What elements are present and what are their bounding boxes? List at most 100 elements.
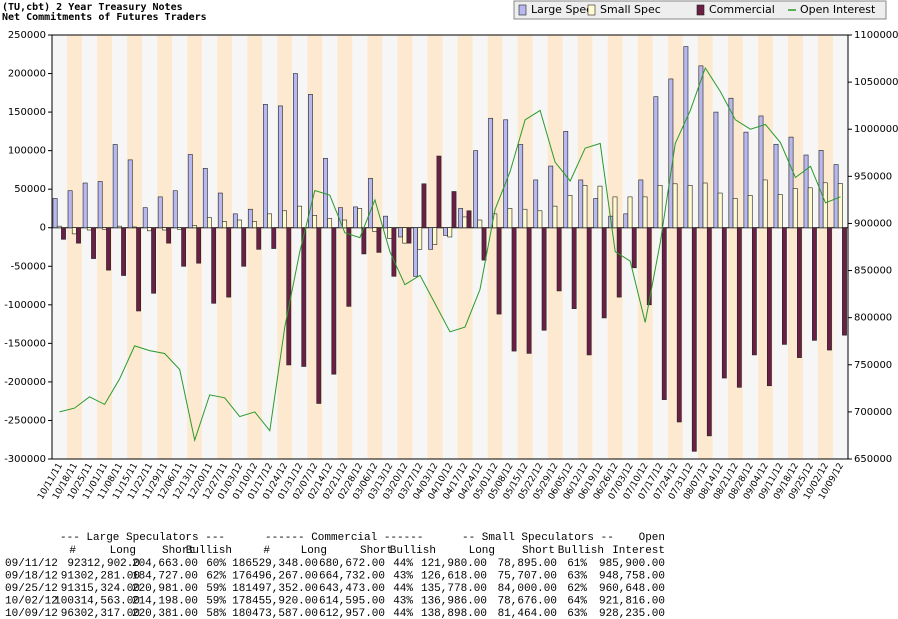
bar bbox=[101, 227, 107, 230]
bar bbox=[687, 185, 693, 229]
bar bbox=[86, 227, 92, 231]
bar bbox=[721, 227, 727, 379]
y2-tick-label: 1050000 bbox=[854, 77, 898, 88]
bar bbox=[503, 119, 509, 229]
band bbox=[637, 35, 653, 459]
bar bbox=[297, 205, 303, 229]
bar bbox=[447, 227, 453, 238]
legend-label: Small Spec bbox=[600, 3, 661, 16]
legend-item: Large Spec bbox=[518, 3, 592, 16]
bar bbox=[717, 192, 723, 229]
bar bbox=[812, 227, 817, 341]
legend-swatch bbox=[587, 4, 596, 16]
band bbox=[172, 35, 188, 459]
bar bbox=[398, 227, 403, 238]
bar bbox=[601, 227, 607, 319]
bar bbox=[342, 219, 348, 229]
bar bbox=[833, 164, 839, 229]
bar bbox=[202, 168, 208, 229]
bar bbox=[706, 227, 712, 437]
y2-tick-label: 1000000 bbox=[854, 124, 898, 135]
bar bbox=[331, 227, 337, 375]
band bbox=[427, 35, 443, 459]
bar bbox=[537, 210, 543, 229]
table-cell: 09/25/12 bbox=[5, 583, 58, 595]
y2-tick-label: 800000 bbox=[854, 313, 892, 324]
table-column: # bbox=[69, 545, 76, 557]
band bbox=[532, 35, 548, 459]
band bbox=[397, 35, 413, 459]
band bbox=[547, 35, 563, 459]
table-cell: 62% bbox=[567, 583, 587, 595]
bar bbox=[466, 210, 472, 229]
bar bbox=[702, 182, 708, 229]
table-cell: 985,900.00 bbox=[599, 558, 665, 570]
bar bbox=[61, 227, 66, 240]
bar bbox=[571, 227, 577, 309]
bar bbox=[698, 65, 704, 229]
plot-frame bbox=[51, 34, 849, 460]
bar bbox=[842, 227, 847, 336]
bar bbox=[458, 208, 464, 229]
table-cell: 612,957.00 bbox=[319, 608, 385, 619]
legend-item: Small Spec bbox=[587, 3, 661, 16]
bar bbox=[683, 46, 689, 229]
band bbox=[592, 35, 608, 459]
table-cell: 960,648.00 bbox=[599, 583, 665, 595]
bar bbox=[586, 227, 592, 356]
table-header: -- Small Speculators -- bbox=[462, 532, 614, 544]
bar bbox=[417, 227, 423, 250]
y-tick-label: 150000 bbox=[8, 107, 46, 118]
bar bbox=[402, 227, 408, 244]
band bbox=[337, 35, 353, 459]
bar bbox=[552, 205, 558, 229]
y-tick-label: -150000 bbox=[4, 338, 46, 349]
bar bbox=[668, 78, 674, 229]
legend-swatch bbox=[696, 4, 705, 16]
table-cell: 948,758.00 bbox=[599, 570, 665, 582]
table-cell: 59% bbox=[206, 583, 226, 595]
bar bbox=[172, 190, 178, 229]
table-cell: 58% bbox=[206, 608, 226, 619]
bar bbox=[387, 227, 393, 239]
bar bbox=[106, 227, 111, 271]
table-column: Long bbox=[301, 545, 327, 557]
y2-tick-label: 650000 bbox=[854, 454, 892, 465]
bar bbox=[187, 154, 193, 229]
table-cell: 43% bbox=[393, 595, 413, 607]
table-cell: 63% bbox=[567, 570, 587, 582]
table-cell: 181497,352.00 bbox=[232, 583, 318, 595]
band bbox=[202, 35, 218, 459]
bar bbox=[496, 227, 502, 315]
bar bbox=[518, 144, 524, 229]
table-cell: 121,980.00 bbox=[421, 558, 487, 570]
bar bbox=[151, 227, 157, 294]
bar bbox=[262, 104, 268, 229]
y-tick-label: 100000 bbox=[8, 146, 46, 157]
y-tick-label: -100000 bbox=[4, 300, 46, 311]
bar bbox=[147, 227, 152, 232]
band bbox=[97, 35, 113, 459]
bar bbox=[642, 196, 648, 229]
y-tick-label: 200000 bbox=[8, 69, 46, 80]
bar bbox=[127, 159, 133, 229]
bar bbox=[631, 227, 637, 269]
bar bbox=[661, 227, 667, 400]
bar bbox=[196, 227, 202, 264]
bar bbox=[67, 190, 73, 229]
bar bbox=[736, 227, 742, 388]
bar bbox=[751, 227, 757, 356]
legend-label: Large Spec bbox=[531, 3, 592, 16]
bar bbox=[368, 178, 373, 229]
bar bbox=[473, 150, 479, 229]
bar bbox=[282, 210, 287, 229]
table-cell: 928,235.00 bbox=[599, 608, 665, 619]
legend-item: Commercial bbox=[696, 3, 775, 16]
y2-tick-label: 850000 bbox=[854, 266, 892, 277]
bar bbox=[376, 227, 382, 253]
table-cell: 100314,563.00 bbox=[54, 595, 140, 607]
band bbox=[52, 35, 68, 459]
band bbox=[472, 35, 488, 459]
bar bbox=[533, 179, 539, 229]
table-cell: 63% bbox=[567, 608, 587, 619]
